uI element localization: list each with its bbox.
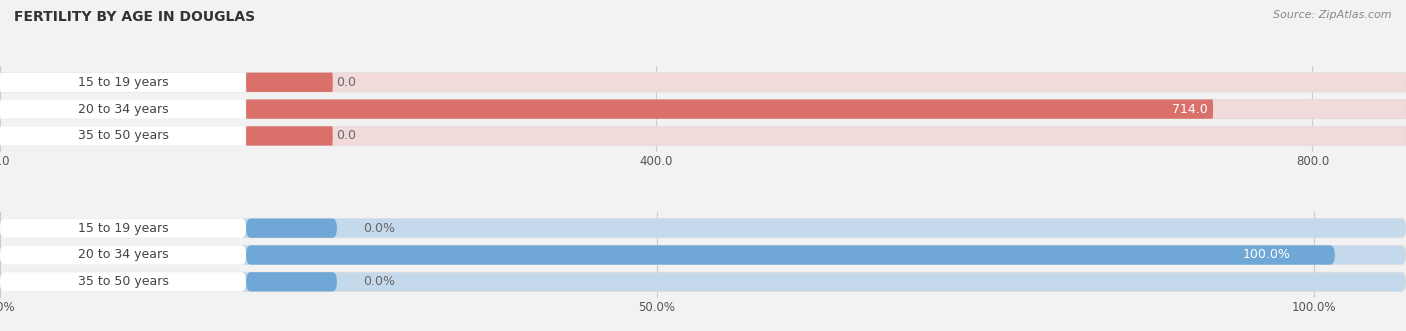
FancyBboxPatch shape (246, 126, 333, 146)
FancyBboxPatch shape (0, 245, 1406, 265)
FancyBboxPatch shape (246, 272, 337, 292)
FancyBboxPatch shape (0, 218, 246, 238)
FancyBboxPatch shape (0, 99, 246, 119)
FancyBboxPatch shape (0, 272, 1406, 292)
FancyBboxPatch shape (0, 72, 246, 92)
Text: 0.0%: 0.0% (363, 222, 395, 235)
FancyBboxPatch shape (0, 99, 1406, 119)
FancyBboxPatch shape (246, 218, 337, 238)
FancyBboxPatch shape (0, 272, 246, 292)
Text: 0.0: 0.0 (336, 76, 356, 89)
Text: 15 to 19 years: 15 to 19 years (77, 222, 169, 235)
FancyBboxPatch shape (246, 72, 333, 92)
Text: 15 to 19 years: 15 to 19 years (77, 76, 169, 89)
FancyBboxPatch shape (0, 126, 246, 146)
Text: 20 to 34 years: 20 to 34 years (77, 249, 169, 261)
Text: 714.0: 714.0 (1171, 103, 1208, 116)
Text: 0.0%: 0.0% (363, 275, 395, 288)
Text: 35 to 50 years: 35 to 50 years (77, 129, 169, 142)
FancyBboxPatch shape (246, 99, 1213, 119)
Text: 100.0%: 100.0% (1243, 249, 1291, 261)
FancyBboxPatch shape (246, 245, 1334, 265)
FancyBboxPatch shape (0, 245, 246, 265)
FancyBboxPatch shape (0, 218, 1406, 238)
Text: 20 to 34 years: 20 to 34 years (77, 103, 169, 116)
Text: Source: ZipAtlas.com: Source: ZipAtlas.com (1274, 10, 1392, 20)
FancyBboxPatch shape (0, 126, 1406, 146)
Text: FERTILITY BY AGE IN DOUGLAS: FERTILITY BY AGE IN DOUGLAS (14, 10, 254, 24)
FancyBboxPatch shape (0, 72, 1406, 92)
Text: 35 to 50 years: 35 to 50 years (77, 275, 169, 288)
Text: 0.0: 0.0 (336, 129, 356, 142)
